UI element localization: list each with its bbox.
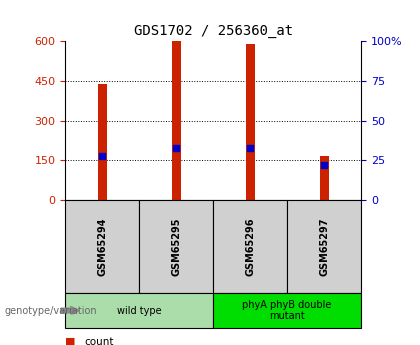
Text: count: count (84, 337, 113, 345)
Bar (287, 200, 361, 293)
Point (247, 145, 254, 150)
Bar (98, 84, 107, 200)
Point (173, 145, 179, 150)
Text: GSM65294: GSM65294 (97, 217, 107, 276)
Bar (172, 41, 181, 200)
Point (99, 153, 105, 158)
Bar (246, 44, 255, 200)
Bar (65, 293, 213, 328)
Bar (213, 200, 287, 293)
Title: GDS1702 / 256360_at: GDS1702 / 256360_at (134, 23, 293, 38)
Bar (65, 200, 139, 293)
Point (321, 162, 328, 168)
Bar (213, 293, 361, 328)
Bar (320, 156, 328, 200)
Text: GSM65297: GSM65297 (319, 217, 329, 276)
Bar (139, 200, 213, 293)
Text: ■: ■ (65, 337, 76, 345)
Text: genotype/variation: genotype/variation (4, 306, 97, 315)
Text: phyA phyB double
mutant: phyA phyB double mutant (242, 300, 332, 321)
Text: GSM65296: GSM65296 (245, 217, 255, 276)
FancyArrow shape (61, 307, 79, 314)
Text: GSM65295: GSM65295 (171, 217, 181, 276)
Text: wild type: wild type (117, 306, 161, 315)
